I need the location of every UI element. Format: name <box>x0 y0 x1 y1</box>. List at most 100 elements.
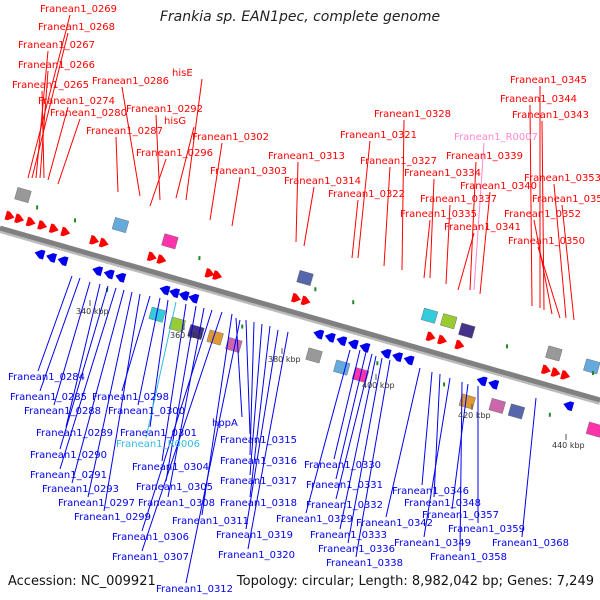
leader-line <box>355 359 391 558</box>
feature-box <box>161 233 179 250</box>
gene-label: Franean1_0334 <box>404 168 481 179</box>
feature-box <box>458 322 476 339</box>
leader-line <box>115 136 119 193</box>
gene-label: Franean1_0265 <box>12 80 89 91</box>
forward-gene-arrow <box>25 216 36 227</box>
leader-line <box>459 381 463 552</box>
leader-line <box>541 120 545 311</box>
leader-line <box>39 277 81 392</box>
gene-label: Franean1_0266 <box>18 60 95 71</box>
gene-label: Franean1_0307 <box>112 552 189 563</box>
leader-line <box>87 291 133 498</box>
leader-line <box>303 186 315 247</box>
leader-line <box>347 357 383 544</box>
forward-gene-arrow <box>550 367 561 377</box>
gene-label: Franean1_0319 <box>216 530 293 541</box>
leader-line <box>385 367 421 518</box>
gene-label: Franean1_0269 <box>40 4 117 15</box>
gene-label: Franean1_0344 <box>500 94 577 105</box>
leader-line <box>451 383 469 510</box>
gene-label: Franean1_0314 <box>284 176 361 187</box>
leader-line <box>335 351 367 480</box>
green-marker <box>352 300 355 305</box>
gene-label: Franean1_0268 <box>38 22 115 33</box>
leader-line <box>249 323 263 476</box>
feature-box <box>507 403 526 420</box>
forward-gene-arrow <box>454 339 465 350</box>
gene-label: Franean1_0331 <box>306 480 383 491</box>
gene-label: Franean1_0332 <box>306 500 383 511</box>
gene-label: Franean1_0335 <box>400 209 477 220</box>
kbp-tick-label: 380 kbp <box>268 355 301 364</box>
forward-gene-arrow <box>560 370 571 380</box>
leader-line <box>231 176 241 227</box>
genome-summary: Topology: circular; Length: 8,982,042 bp… <box>236 574 594 589</box>
leader-line <box>53 281 91 406</box>
leader-line <box>185 78 203 201</box>
leader-line <box>339 355 377 530</box>
leader-line <box>59 285 109 450</box>
leader-line <box>561 204 575 321</box>
feature-box <box>305 347 323 364</box>
leader-line <box>37 275 73 372</box>
gene-label: Franean1_0338 <box>326 558 403 569</box>
feature-box <box>111 217 130 234</box>
gene-label: Franean1_0327 <box>360 156 437 167</box>
leader-line <box>167 307 205 498</box>
leader-line <box>249 321 255 456</box>
gene-label: Franean1_0280 <box>50 108 127 119</box>
leader-line <box>479 191 491 295</box>
gene-label: Franean1_0352 <box>504 209 581 220</box>
gene-label: Franean1_0293 <box>42 484 119 495</box>
leader-line <box>333 349 361 460</box>
leader-line <box>445 204 451 285</box>
feature-box <box>206 329 224 346</box>
gene-label: Franean1_0301 <box>120 428 197 439</box>
leader-line <box>141 309 213 532</box>
gene-label: Franean1_0302 <box>192 132 269 143</box>
reverse-gene-arrow <box>92 266 104 277</box>
gene-label: Franean1_0321 <box>340 130 417 141</box>
leader-line <box>537 246 561 319</box>
leader-line <box>247 331 289 550</box>
leader-line <box>245 319 251 435</box>
map-title: Frankia sp. EAN1pec, complete genome <box>159 9 441 25</box>
leader-line <box>141 311 223 552</box>
gene-label: Franean1_0286 <box>92 76 169 87</box>
gene-label: Franean1_0340 <box>460 181 537 192</box>
leader-line <box>305 349 351 514</box>
gene-label: Franean1_0357 <box>422 510 499 521</box>
gene-label: Franean1_0320 <box>218 550 295 561</box>
green-marker <box>314 287 317 292</box>
reverse-gene-arrow <box>403 355 415 366</box>
leader-line <box>71 289 125 484</box>
reverse-gene-arrow <box>336 336 348 347</box>
gene-label: Franean1_0300 <box>108 406 185 417</box>
feature-box <box>583 358 600 375</box>
genome-backbone <box>0 225 600 403</box>
forward-gene-arrow <box>48 223 59 233</box>
gene-label: Franean1_0298 <box>92 392 169 403</box>
leader-line <box>423 219 431 279</box>
forward-gene-arrow <box>204 268 215 278</box>
gene-label: Franean1_0350 <box>508 236 585 247</box>
gene-label: Franean1_0299 <box>74 512 151 523</box>
forward-gene-arrow <box>425 331 436 341</box>
gene-label: hisE <box>172 68 193 79</box>
forward-gene-arrow <box>291 292 301 303</box>
leader-line <box>27 14 71 179</box>
gene-label: Franean1_0313 <box>268 151 345 162</box>
feature-box <box>488 397 506 414</box>
reverse-gene-arrow <box>380 349 392 359</box>
gene-label: Franean1_0346 <box>392 486 469 497</box>
leader-line <box>469 161 477 291</box>
leader-line <box>59 287 117 470</box>
kbp-tick-label: 420 kbp <box>458 411 491 420</box>
reverse-gene-arrow <box>313 329 325 340</box>
gene-label: Franean1_0341 <box>444 222 521 233</box>
gene-label: Franean1_0333 <box>310 530 387 541</box>
leader-line <box>35 50 49 179</box>
gene-label: Franean1_0339 <box>446 151 523 162</box>
gene-label: Franean1_0297 <box>58 498 135 509</box>
leader-line <box>155 114 161 201</box>
